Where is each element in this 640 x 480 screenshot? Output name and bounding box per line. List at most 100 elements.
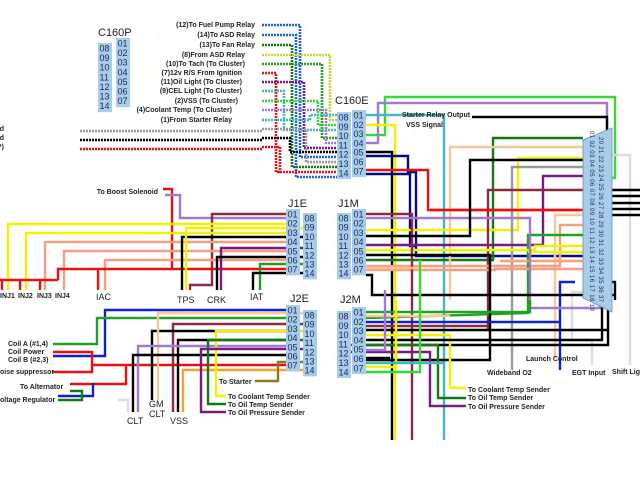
j2e-pin-12[interactable]: 12 <box>305 347 315 357</box>
c160e-pin-14[interactable]: 14 <box>339 168 349 178</box>
c160e-pin-03[interactable]: 03 <box>354 129 364 139</box>
j1m-pin-03[interactable]: 03 <box>354 228 364 238</box>
wire <box>486 188 583 330</box>
j1e-pin-02[interactable]: 02 <box>288 219 298 229</box>
wire <box>199 347 317 414</box>
j2e-pin-07[interactable]: 07 <box>288 361 298 371</box>
j1m-pin-11[interactable]: 11 <box>339 241 348 251</box>
j2m-pin-10[interactable]: 10 <box>339 330 349 340</box>
j1e-pin-07[interactable]: 07 <box>288 265 298 275</box>
c160e-pin-04[interactable]: 04 <box>354 138 364 148</box>
label-wideband-o2: Wideband O2 <box>487 370 532 377</box>
j1e-pin-01[interactable]: 01 <box>288 210 298 220</box>
j2e-pin-09[interactable]: 09 <box>305 320 315 330</box>
j1m-pin-06[interactable]: 06 <box>354 256 364 266</box>
j1e-pin-08[interactable]: 08 <box>305 214 315 224</box>
c160p-pin-13[interactable]: 13 <box>100 92 110 102</box>
j1e-pin-13[interactable]: 13 <box>305 260 315 270</box>
c160e-pin-09[interactable]: 09 <box>339 122 349 132</box>
j2e-pin-14[interactable]: 14 <box>305 366 315 376</box>
c160p-label: (4)Coolant Temp (To Cluster) <box>137 107 232 114</box>
c160e-pin-02[interactable]: 02 <box>354 120 364 130</box>
c160p-pin-02[interactable]: 02 <box>118 48 128 58</box>
j1e-pin-11[interactable]: 11 <box>305 241 314 251</box>
j2e-pin-11[interactable]: 11 <box>305 338 314 348</box>
j1m-pin-14[interactable]: 14 <box>339 269 349 279</box>
j2m-pin-06[interactable]: 06 <box>354 354 364 364</box>
j1e-pin-09[interactable]: 09 <box>305 223 315 233</box>
j1m-pin-08[interactable]: 08 <box>339 214 349 224</box>
wire <box>53 308 286 358</box>
j1m-pin-01[interactable]: 01 <box>354 210 364 220</box>
j1m-pin-05[interactable]: 05 <box>354 246 364 256</box>
c160e-pin-11[interactable]: 11 <box>339 140 348 150</box>
c160p-pin-11[interactable]: 11 <box>100 72 109 82</box>
c160p-pin-04[interactable]: 04 <box>118 67 128 77</box>
j2m-pin-12[interactable]: 12 <box>339 349 349 359</box>
j2e-pin-03[interactable]: 03 <box>288 324 298 334</box>
j2m-pin-13[interactable]: 13 <box>339 358 349 368</box>
c160p-pin-06[interactable]: 06 <box>118 87 128 97</box>
j1m-pin-13[interactable]: 13 <box>339 260 349 270</box>
j2m-pin-05[interactable]: 05 <box>354 345 364 355</box>
j2m-pin-11[interactable]: 11 <box>339 339 348 349</box>
c160p-pin-07[interactable]: 07 <box>118 96 128 106</box>
c160p-pin-05[interactable]: 05 <box>118 77 128 87</box>
j2m-pin-08[interactable]: 08 <box>339 312 349 322</box>
j1m-pin-02[interactable]: 02 <box>354 219 364 229</box>
j2e-pin-13[interactable]: 13 <box>305 357 315 367</box>
j1m-pin-04[interactable]: 04 <box>354 237 364 247</box>
j1m-pin-09[interactable]: 09 <box>339 223 349 233</box>
j1e-pin-14[interactable]: 14 <box>305 269 315 279</box>
c160p-pin-14[interactable]: 14 <box>100 101 110 111</box>
j2m-pin-01[interactable]: 01 <box>354 308 364 318</box>
j1m-pin-07[interactable]: 07 <box>354 265 364 275</box>
wire <box>558 280 575 370</box>
c160p-label: (7)12v R/S From Ignition <box>161 70 242 77</box>
c160p-pin-12[interactable]: 12 <box>100 82 110 92</box>
j1e-pin-03[interactable]: 03 <box>288 228 298 238</box>
c160e-pin-01[interactable]: 01 <box>354 111 364 121</box>
j1e-pin-06[interactable]: 06 <box>288 256 298 266</box>
c160p-pin-10[interactable]: 10 <box>100 63 110 73</box>
c160p-pin-03[interactable]: 03 <box>118 58 128 68</box>
c160e-pin-12[interactable]: 12 <box>339 150 349 160</box>
j2m-pin-02[interactable]: 02 <box>354 317 364 327</box>
j1e-pin-04[interactable]: 04 <box>288 237 298 247</box>
j1m-pin-12[interactable]: 12 <box>339 250 349 260</box>
j1m-pin-10[interactable]: 10 <box>339 232 349 242</box>
j2m-pin-09[interactable]: 09 <box>339 321 349 331</box>
j2e-pin-10[interactable]: 10 <box>305 329 315 339</box>
c160e-pin-06[interactable]: 06 <box>354 157 364 167</box>
j2m-pin-04[interactable]: 04 <box>354 335 364 345</box>
wire <box>24 231 286 290</box>
c160p-pin-08[interactable]: 08 <box>100 44 110 54</box>
wire <box>262 62 337 140</box>
ecu-connector[interactable]: 01 02 03 04 05 06 07 08 09 10 11 12 13 1… <box>582 127 613 313</box>
c160e-pin-10[interactable]: 10 <box>339 131 349 141</box>
j2e-pin-05[interactable]: 05 <box>288 342 298 352</box>
c160e-pin-05[interactable]: 05 <box>354 148 364 158</box>
c160p-pin-01[interactable]: 01 <box>118 39 128 49</box>
j1e-pin-12[interactable]: 12 <box>305 250 315 260</box>
j2e-pin-08[interactable]: 08 <box>305 311 315 321</box>
j2e-pin-02[interactable]: 02 <box>288 315 298 325</box>
j2e-pin-06[interactable]: 06 <box>288 352 298 362</box>
j1e-pin-05[interactable]: 05 <box>288 246 298 256</box>
c160p-pin-09[interactable]: 09 <box>100 53 110 63</box>
j1e-pin-10[interactable]: 10 <box>305 232 315 242</box>
j2m-pin-07[interactable]: 07 <box>354 363 364 373</box>
j2m-pin-14[interactable]: 14 <box>339 367 349 377</box>
j2e-pin-04[interactable]: 04 <box>288 333 298 343</box>
j2m-pin-03[interactable]: 03 <box>354 326 364 336</box>
c160e-pin-07[interactable]: 07 <box>354 166 364 176</box>
c160e-pin-08[interactable]: 08 <box>339 113 349 123</box>
c160e-pin-13[interactable]: 13 <box>339 159 349 169</box>
j2e-pin-01[interactable]: 01 <box>288 306 298 316</box>
